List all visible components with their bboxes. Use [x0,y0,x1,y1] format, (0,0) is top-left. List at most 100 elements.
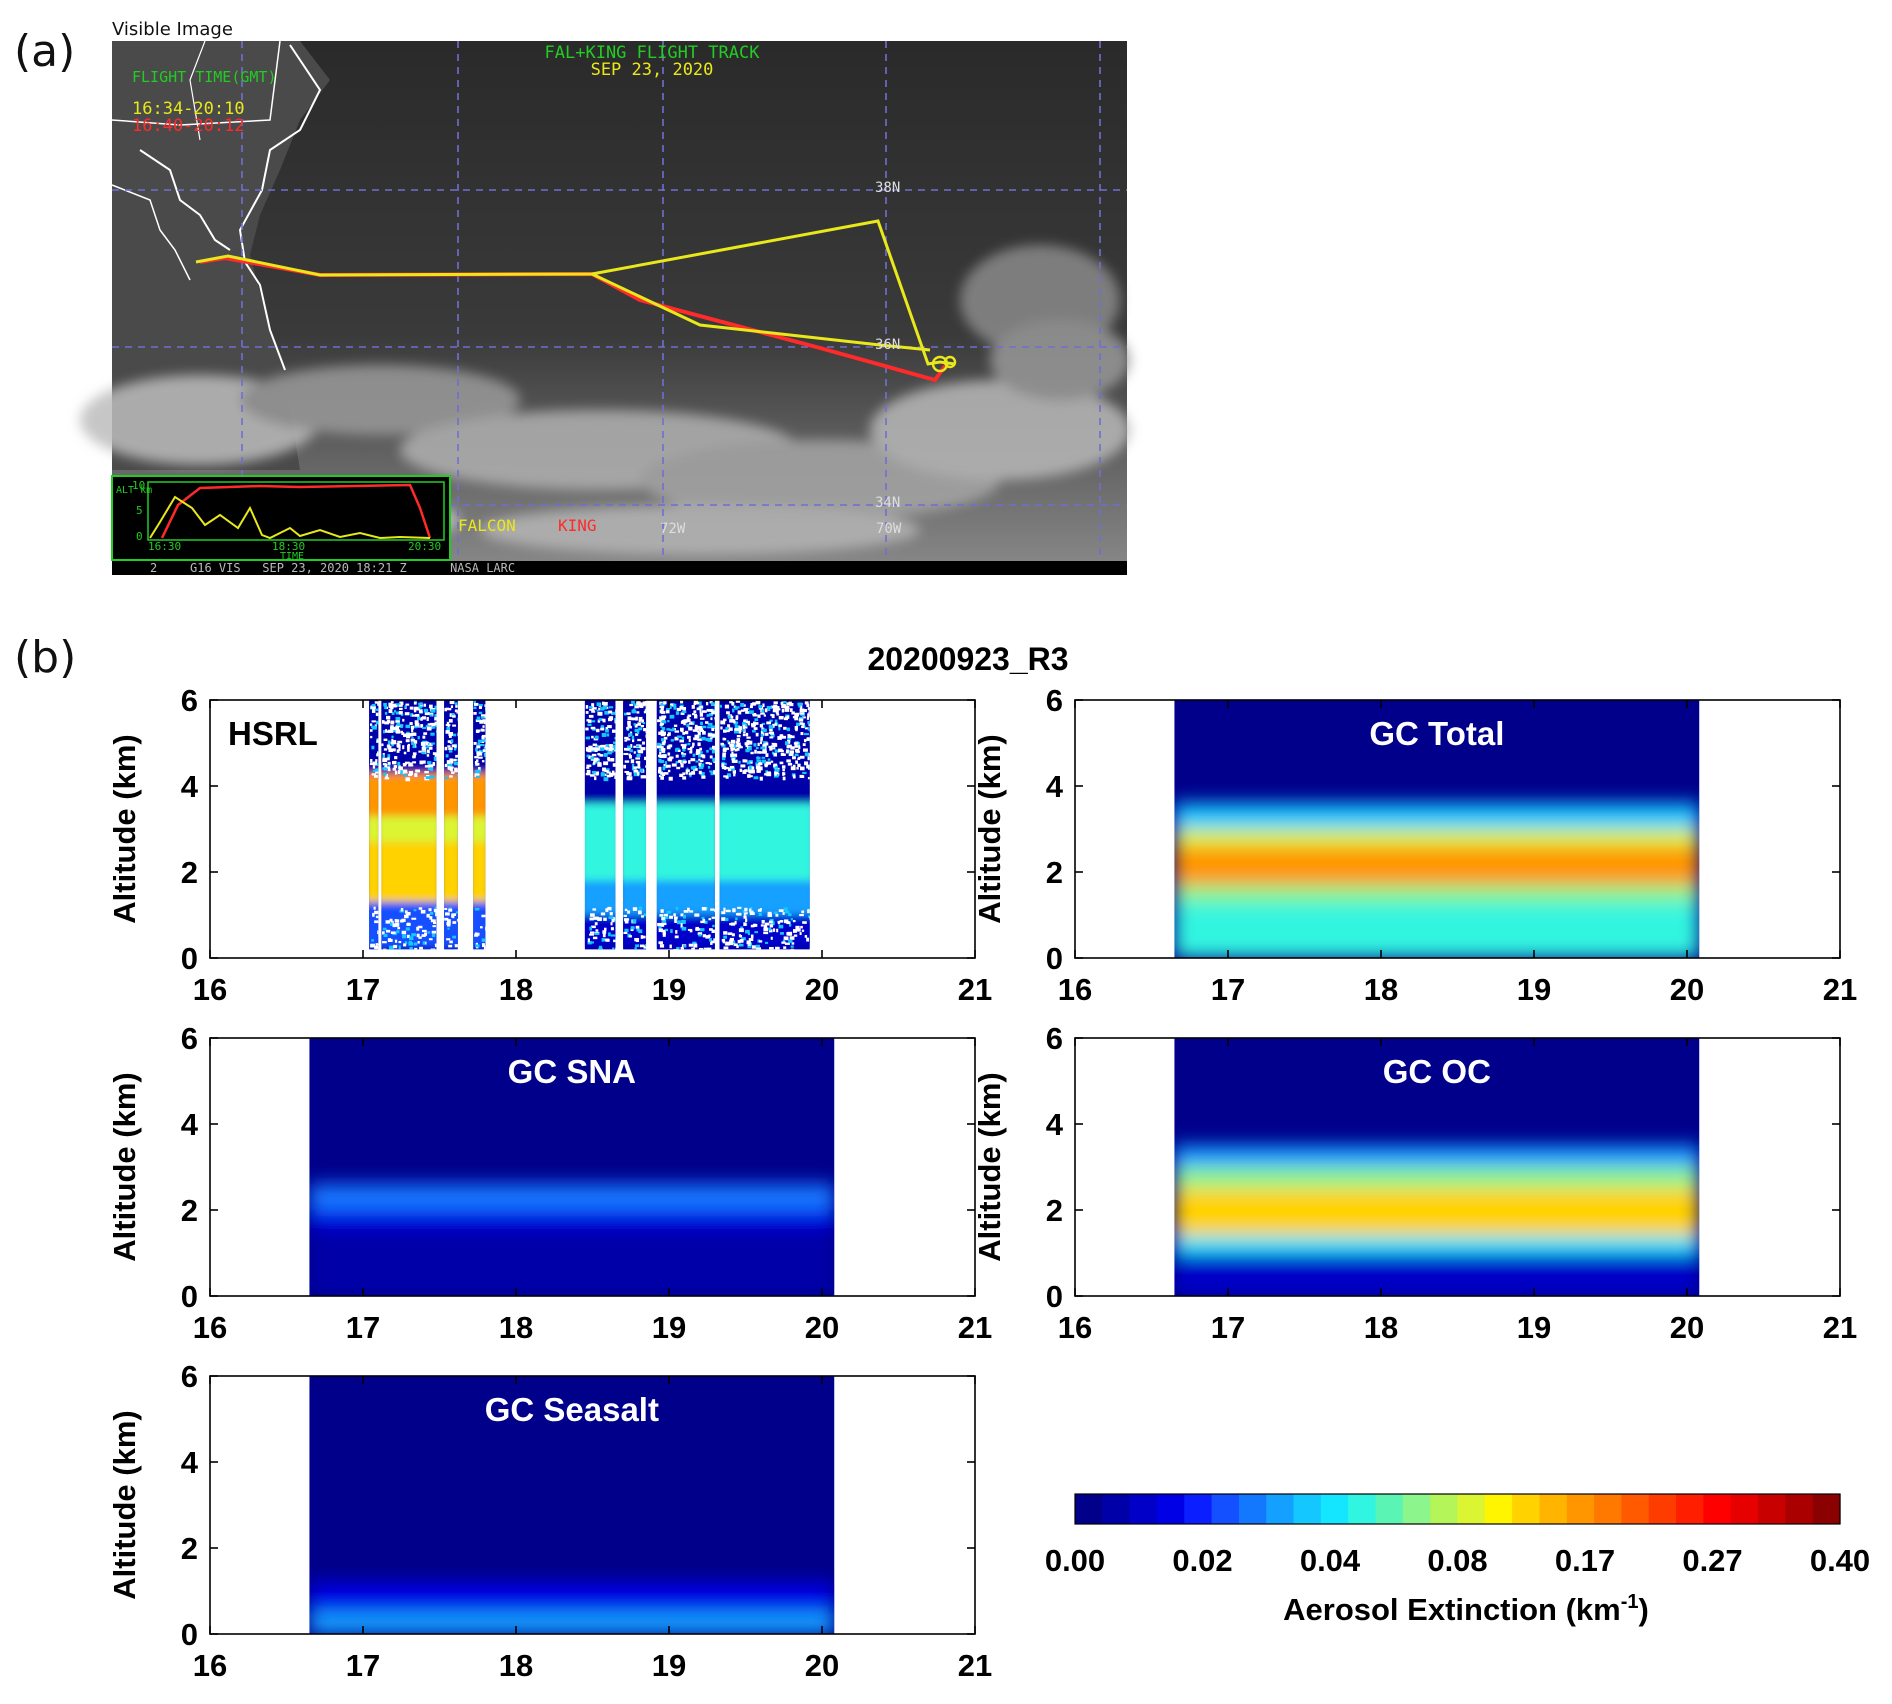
colorbar-tick-label: 0.40 [1810,1543,1870,1578]
extinction-layer [309,1210,835,1228]
hsrl-noise [623,700,647,950]
x-tick-label: 21 [958,1310,992,1345]
y-tick-label: 4 [1046,1107,1064,1142]
hsrl-layer [369,700,379,774]
x-tick-label: 20 [1670,972,1704,1007]
y-tick-label: 2 [1046,855,1063,890]
x-tick-label: 16 [1058,972,1092,1007]
colorbar-swatch [1594,1494,1623,1524]
colorbar-swatch [1184,1494,1213,1524]
y-tick-label: 2 [1046,1193,1063,1228]
colorbar-swatch [1703,1494,1732,1524]
hsrl-noise [381,700,437,950]
x-tick-label: 16 [1058,1310,1092,1345]
x-tick-label: 19 [652,972,686,1007]
x-tick-label: 20 [805,972,839,1007]
hsrl-segment [719,700,810,950]
hsrl-noise [444,700,458,950]
y-tick-label: 2 [181,855,198,890]
plot-content [309,1376,835,1634]
x-tick-label: 20 [805,1310,839,1345]
x-tick-label: 19 [1517,972,1551,1007]
colorbar-tick-label: 0.04 [1300,1543,1361,1578]
x-tick-label: 16 [193,1310,227,1345]
x-tick-label: 21 [958,972,992,1007]
hsrl-layer [473,700,486,774]
hsrl-segment [369,700,379,950]
king-flight-time: 16:40-20:12 [132,116,245,136]
colorbar-swatch [1539,1494,1568,1524]
x-tick-label: 19 [652,1648,686,1683]
colorbar-swatch [1566,1494,1595,1524]
hsrl-layer [369,902,379,950]
colorbar-swatch [1156,1494,1185,1524]
y-tick-label: 2 [181,1193,198,1228]
lat-label-36n: 36N [875,337,900,353]
legend-king: KING [558,516,597,535]
inset-xlabel: TIME [280,551,304,562]
satellite-image [80,40,1130,575]
colorbar-swatch [1621,1494,1650,1524]
extinction-layer [1174,902,1700,958]
plot-gc-total: 16 17 18 19 20 21 0 2 4 6 Altitude (km) GC Total [972,683,1857,1007]
y-tick-label: 0 [181,941,198,976]
hsrl-layer [444,773,458,817]
colorbar-swatch [1402,1494,1431,1524]
track-title-line2: SEP 23, 2020 [591,60,714,80]
hsrl-noise [369,701,379,950]
extinction-layer [309,1227,835,1296]
x-tick-label: 21 [1823,972,1857,1007]
hsrl-curtain [369,700,810,950]
colorbar-swatch [1238,1494,1267,1524]
falcon-flight-time: 16:34-20:10 [132,99,245,119]
altitude-inset [111,475,451,561]
visible-image-label: Visible Image [112,19,233,40]
hsrl-noise [656,700,715,950]
extinction-layer [1174,1145,1700,1167]
panel-b-letter: (b) [14,632,76,683]
x-tick-label: 18 [499,1310,533,1345]
sat-footer: G16 VIS SEP 23, 2020 18:21 Z NASA LARC [190,561,515,575]
plot-content [1174,700,1700,958]
x-tick-label: 20 [1670,1310,1704,1345]
y-tick-label: 0 [181,1617,198,1652]
x-tick-label: 18 [499,1648,533,1683]
colorbar-swatch [1785,1494,1814,1524]
inset-ytick-0: 0 [136,530,143,543]
hsrl-noise [719,700,810,950]
hsrl-layer [444,816,458,842]
colorbar-label: Aerosol Extinction (km-1) [1283,1591,1649,1627]
x-tick-label: 19 [652,1310,686,1345]
colorbar-swatch [1758,1494,1786,1524]
colorbar-swatch [1320,1494,1349,1524]
y-axis-label: Altitude (km) [107,1072,142,1261]
panel-a-letter: (a) [14,26,75,77]
hsrl-segment [584,700,616,950]
colorbar-swatch [1129,1494,1158,1524]
y-axis-label: Altitude (km) [972,1072,1007,1261]
hsrl-noise [473,700,486,950]
plot-title: GC Total [1369,715,1504,752]
colorbar-tick-label: 0.27 [1682,1543,1742,1578]
colorbar-swatch [1430,1494,1459,1524]
y-tick-label: 0 [1046,941,1063,976]
x-tick-label: 17 [346,1648,380,1683]
plot-frame [209,1037,976,1297]
plot-gc-seasalt: 16 17 18 19 20 21 0 2 4 6 Altitude (km) GC Seasalt [107,1359,992,1683]
y-tick-label: 6 [181,1021,198,1056]
x-tick-label: 16 [193,972,227,1007]
inset-xtick-2030: 20:30 [408,540,441,553]
hsrl-layer [656,803,715,881]
y-tick-label: 4 [181,1107,199,1142]
colorbar-tick-label: 0.17 [1555,1543,1615,1578]
extinction-layer [309,1582,835,1613]
colorbar-label-sup: -1 [1621,1591,1639,1613]
hsrl-layer [369,841,379,903]
colorbar-swatch [1375,1494,1404,1524]
hsrl-segment [473,700,486,950]
plot-gc-oc: 16 17 18 19 20 21 0 2 4 6 Altitude (km) GC OC [972,1021,1857,1345]
colorbar-swatch [1812,1494,1841,1524]
extinction-layer [1174,884,1700,903]
hsrl-layer [656,700,715,804]
